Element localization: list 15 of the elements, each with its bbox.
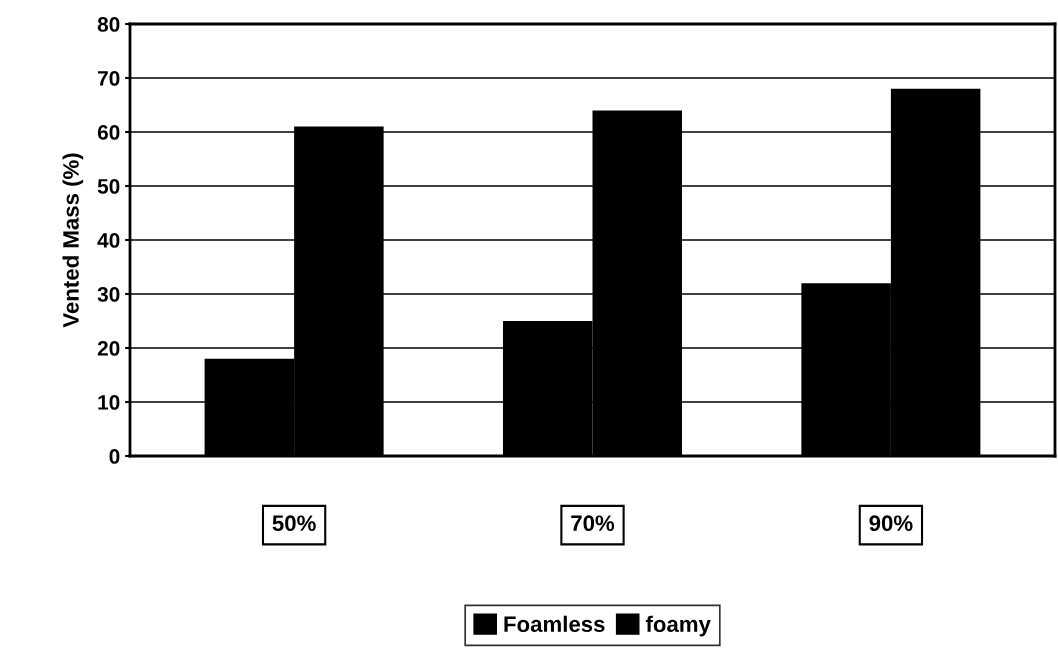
legend-label: Foamless (504, 615, 605, 633)
x-tick-label: 50% (272, 515, 316, 532)
y-tick-label: 60 (97, 125, 120, 140)
y-axis-title: Vented Mass (%) (62, 153, 84, 328)
y-tick-label: 0 (109, 449, 120, 464)
legend-label: foamy (645, 615, 711, 637)
y-tick-label: 80 (97, 17, 120, 32)
x-tick-label: 70% (571, 515, 615, 532)
y-tick-label: 20 (97, 341, 120, 356)
y-tick-label: 10 (98, 395, 120, 410)
y-tick-label: 40 (97, 233, 120, 248)
y-tick-label: 30 (97, 287, 120, 302)
x-tick-label: 90% (869, 515, 913, 532)
y-tick-label: 70 (98, 71, 120, 86)
y-tick-label: 50 (97, 179, 120, 194)
